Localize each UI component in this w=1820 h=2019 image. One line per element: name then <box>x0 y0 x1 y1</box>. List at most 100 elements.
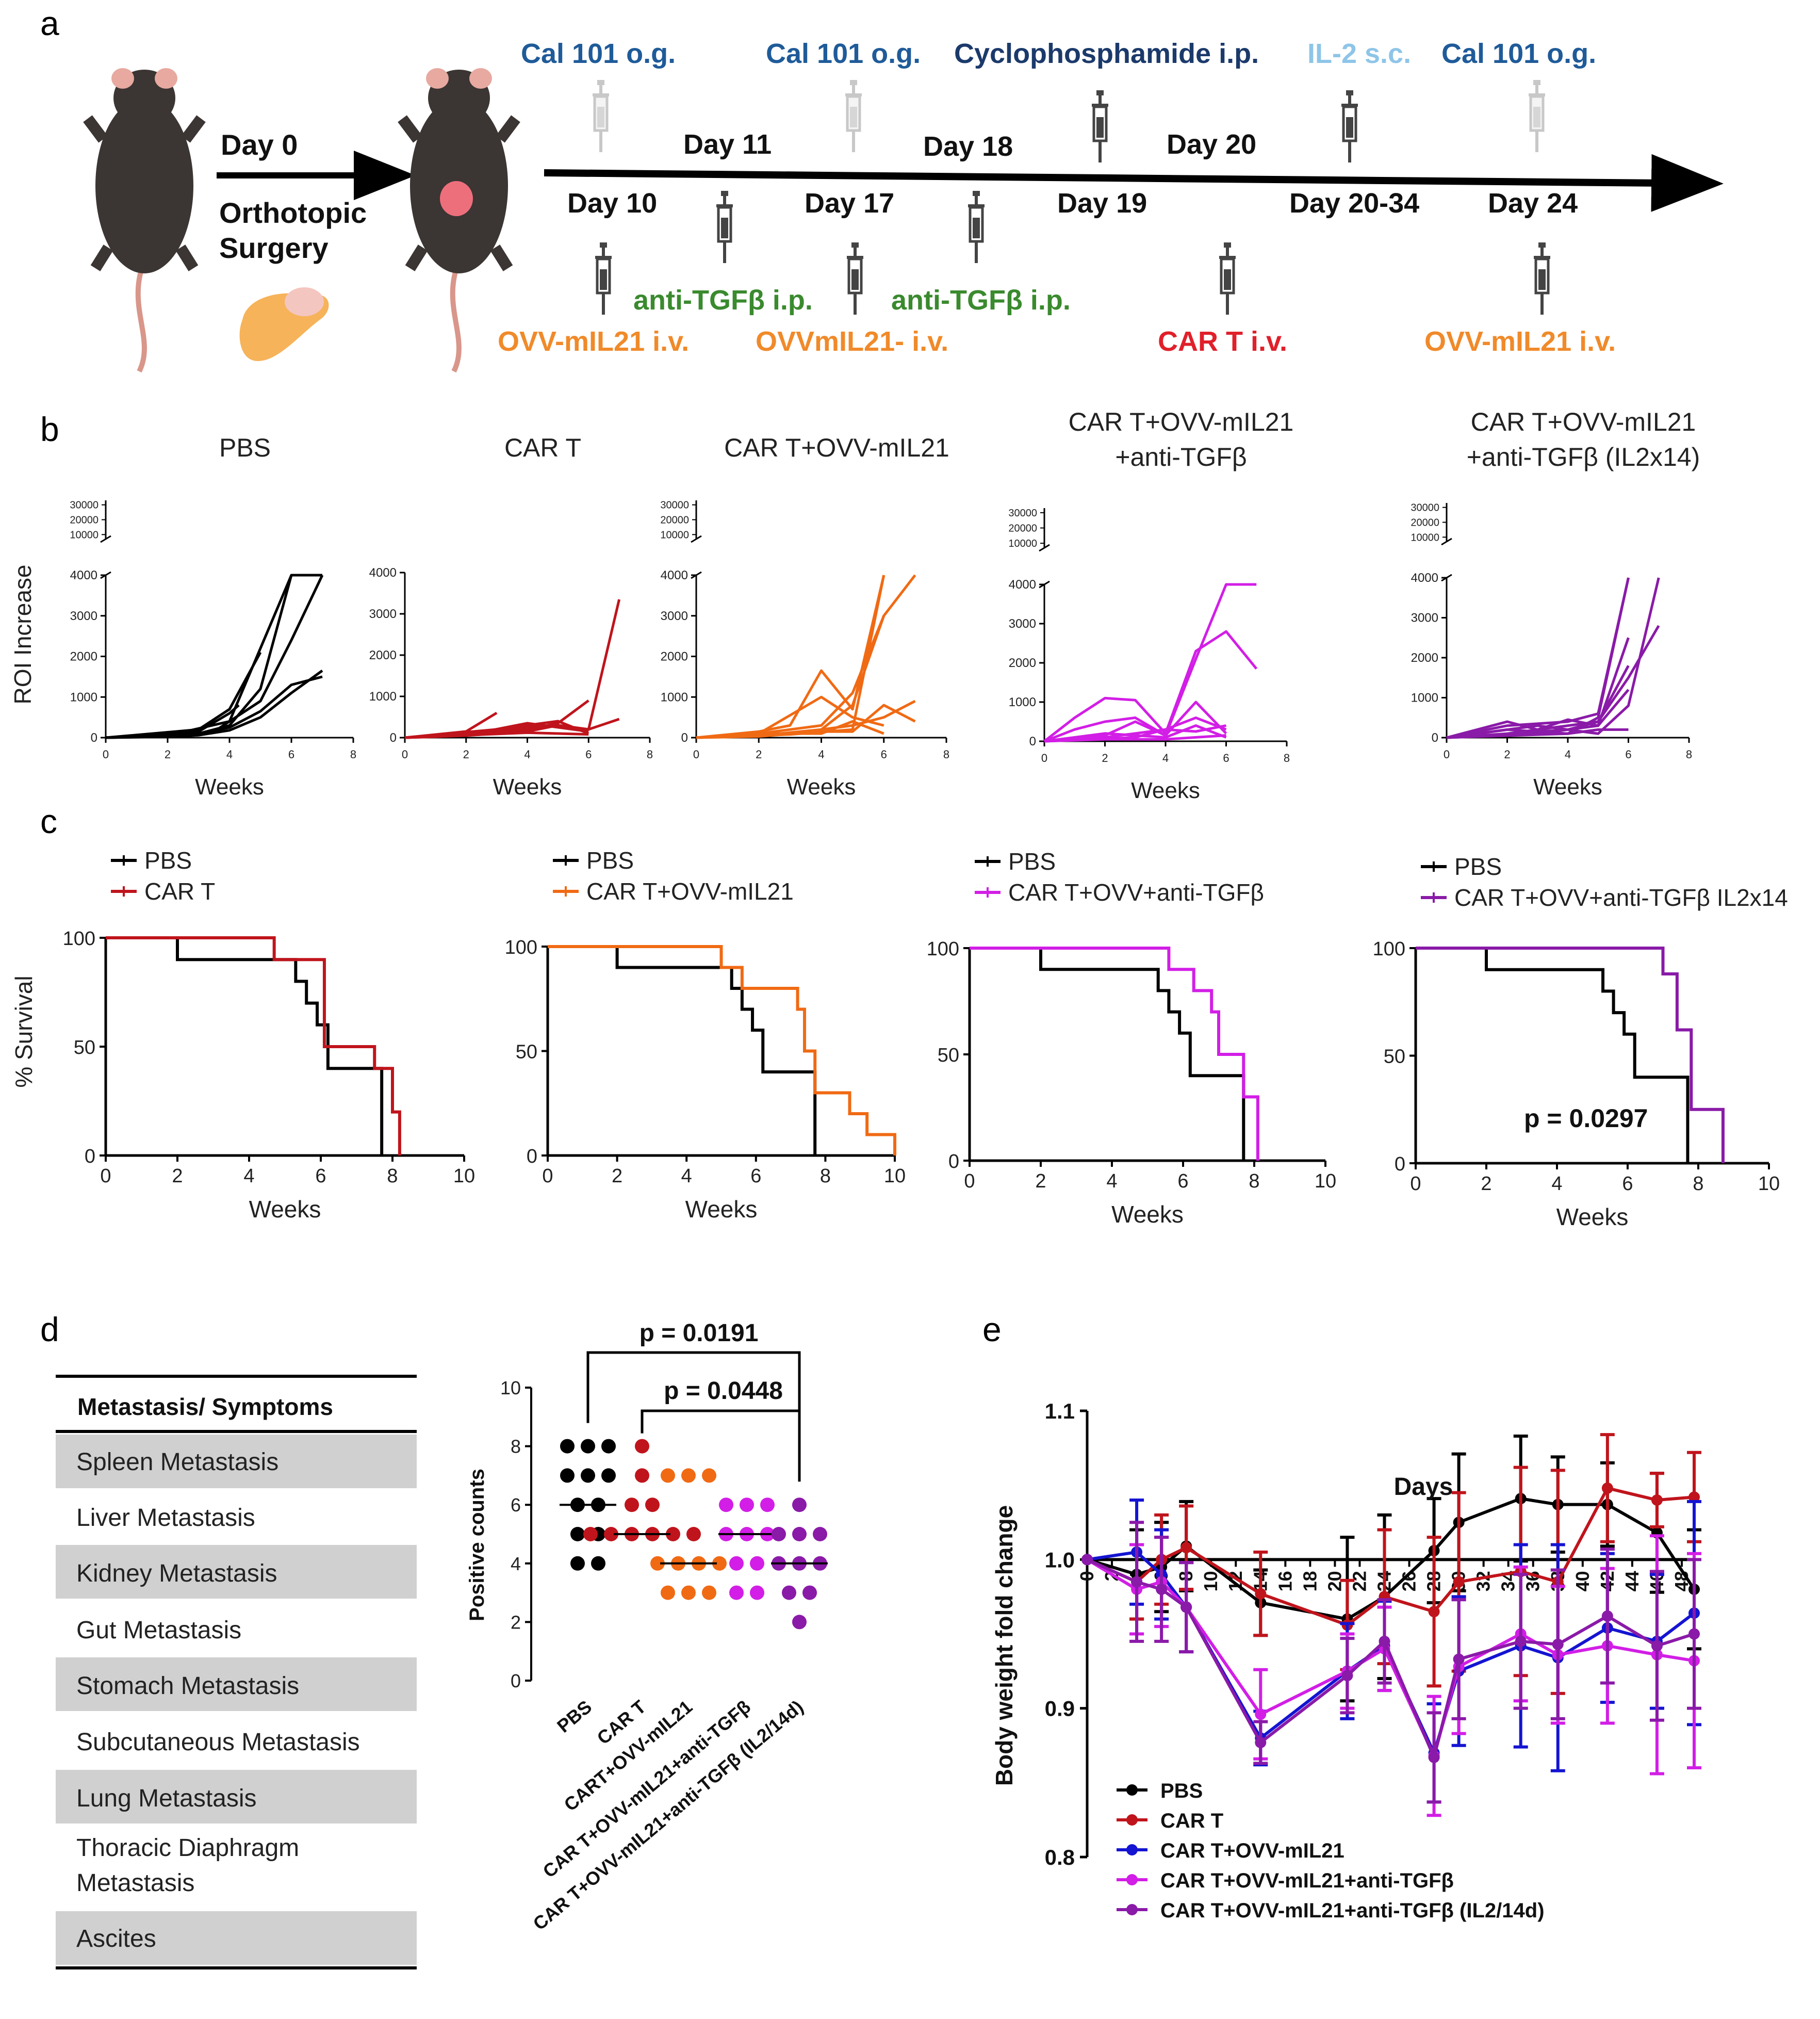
surgery-label-line1: Orthotopic <box>219 197 367 229</box>
roi-x-label: Weeks <box>1533 774 1602 800</box>
survival-legend-label: PBS <box>1008 848 1056 875</box>
roi-break-mark <box>100 535 111 543</box>
roi-y-tick-label: 4000 <box>1009 578 1036 592</box>
survival-y-tick-label: 100 <box>505 937 537 958</box>
weight-legend-label: PBS <box>1160 1780 1203 1802</box>
roi-y-tick-label: 10000 <box>1008 538 1037 549</box>
roi-series-line <box>696 574 916 739</box>
roi-series-line <box>696 575 886 739</box>
weight-legend-label: CAR T <box>1160 1810 1223 1832</box>
counts-dot <box>702 1468 716 1483</box>
roi-y-tick-label: 4000 <box>1411 571 1438 585</box>
survival-legend-label: PBS <box>1454 853 1502 880</box>
roi-series-line <box>1446 728 1629 739</box>
bottom-treatments: anti-TGFβ i.p. anti-TGFβ i.p. OVV-mIL21 … <box>498 285 1616 357</box>
survival-y-tick-label: 100 <box>63 928 95 950</box>
day-19-label: Day 19 <box>1057 188 1147 219</box>
counts-dot <box>792 1527 807 1541</box>
survival-y-tick-label: 50 <box>516 1041 537 1063</box>
roi-series-line <box>1043 630 1258 742</box>
body-weight-chart: 0.80.91.01.10246810121416182022242628303… <box>1045 1399 1701 1922</box>
roi-break-mark <box>691 535 702 543</box>
weight-point <box>1651 1494 1663 1506</box>
counts-dot <box>625 1497 639 1512</box>
weight-point <box>1688 1628 1700 1640</box>
roi-x-tick-label: 8 <box>350 748 356 761</box>
roi-series-line <box>105 670 323 739</box>
survival-legend-label: CAR T+OVV+anti-TGFβ IL2x14 <box>1454 884 1788 911</box>
roi-series-line <box>404 699 589 739</box>
roi-y-tick-label: 3000 <box>369 607 397 621</box>
roi-y-tick-label: 30000 <box>660 500 689 511</box>
roi-y-tick-label: 3000 <box>1009 617 1036 631</box>
symptoms-row: Stomach Metastasis <box>76 1672 299 1700</box>
roi-series-line <box>404 599 621 739</box>
counts-dot <box>681 1468 696 1483</box>
weight-point <box>1180 1601 1192 1613</box>
roi-x-tick-label: 4 <box>1565 748 1571 761</box>
weight-point <box>1651 1640 1663 1652</box>
roi-break-mark <box>691 571 702 579</box>
counts-y-tick-label: 6 <box>511 1494 521 1516</box>
roi-x-tick-label: 4 <box>818 748 824 761</box>
roi-y-tick-label: 20000 <box>1008 523 1037 534</box>
panel-label-b: b <box>40 410 59 448</box>
symptoms-table-header: Metastasis/ Symptoms <box>77 1393 333 1420</box>
roi-x-tick-label: 8 <box>943 748 949 761</box>
roi-y-tick-label: 0 <box>91 731 97 745</box>
mouse-illustration-before <box>83 68 206 373</box>
weight-point <box>1453 1576 1465 1588</box>
weight-legend-label: CAR T+OVV-mIL21 <box>1160 1839 1344 1862</box>
top-treatment-2: Cal 101 o.g. <box>766 38 921 69</box>
counts-dot <box>740 1497 754 1512</box>
roi-y-tick-label: 1000 <box>661 690 688 704</box>
top-treatments: Cal 101 o.g. Cal 101 o.g. Cyclophosphami… <box>521 38 1596 69</box>
roi-panel-title: CAR T+OVV-mIL21 <box>1471 408 1696 436</box>
roi-x-tick-label: 6 <box>585 748 592 761</box>
roi-y-tick-label: 2000 <box>661 650 688 664</box>
weight-x-tick-label: 40 <box>1572 1571 1593 1591</box>
survival-x-tick-label: 6 <box>315 1165 326 1187</box>
bottom-treatment-1: anti-TGFβ i.p. <box>633 285 813 316</box>
survival-x-tick-label: 2 <box>172 1165 183 1187</box>
survival-y-tick-label: 100 <box>927 938 959 960</box>
counts-p-value: p = 0.0448 <box>664 1377 783 1405</box>
day-20-34-label: Day 20-34 <box>1289 188 1419 219</box>
counts-dot <box>802 1585 817 1600</box>
weight-x-tick-label: 44 <box>1621 1571 1643 1591</box>
counts-dot <box>570 1556 585 1571</box>
counts-y-tick-label: 0 <box>511 1670 521 1691</box>
roi-panel-title: +anti-TGFβ <box>1115 443 1247 471</box>
symptoms-row: Gut Metastasis <box>76 1617 241 1644</box>
survival-legend-label: PBS <box>586 847 634 874</box>
roi-y-tick-label: 3000 <box>1411 611 1438 625</box>
weight-legend-marker <box>1126 1784 1138 1796</box>
weight-legend-marker <box>1126 1904 1138 1915</box>
survival-x-tick-label: 6 <box>1177 1170 1188 1192</box>
roi-x-tick-label: 0 <box>1444 748 1450 761</box>
roi-x-tick-label: 4 <box>226 748 233 761</box>
weight-point <box>1341 1670 1353 1682</box>
roi-series-line <box>404 731 589 739</box>
counts-dot <box>570 1527 585 1541</box>
counts-dot <box>792 1497 807 1512</box>
counts-dot <box>581 1468 595 1483</box>
timeline-axis <box>544 154 1724 212</box>
counts-dot <box>702 1585 716 1600</box>
roi-x-tick-label: 2 <box>1102 752 1108 764</box>
survival-x-tick-label: 4 <box>1551 1173 1562 1195</box>
counts-dot <box>581 1439 595 1454</box>
survival-x-tick-label: 6 <box>750 1165 761 1187</box>
counts-dot <box>661 1468 675 1483</box>
counts-p-value: p = 0.0191 <box>640 1320 759 1347</box>
counts-dot <box>661 1585 675 1600</box>
weight-point <box>1453 1653 1465 1665</box>
day-10-label: Day 10 <box>567 188 657 219</box>
roi-y-tick-label: 1000 <box>1009 695 1036 709</box>
roi-x-tick-label: 0 <box>1041 752 1047 764</box>
roi-x-tick-label: 6 <box>1625 748 1631 761</box>
pancreas-illustration <box>239 287 329 361</box>
weight-x-label: Days <box>1394 1473 1453 1501</box>
symptoms-row: Subcutaneous Metastasis <box>76 1729 360 1756</box>
